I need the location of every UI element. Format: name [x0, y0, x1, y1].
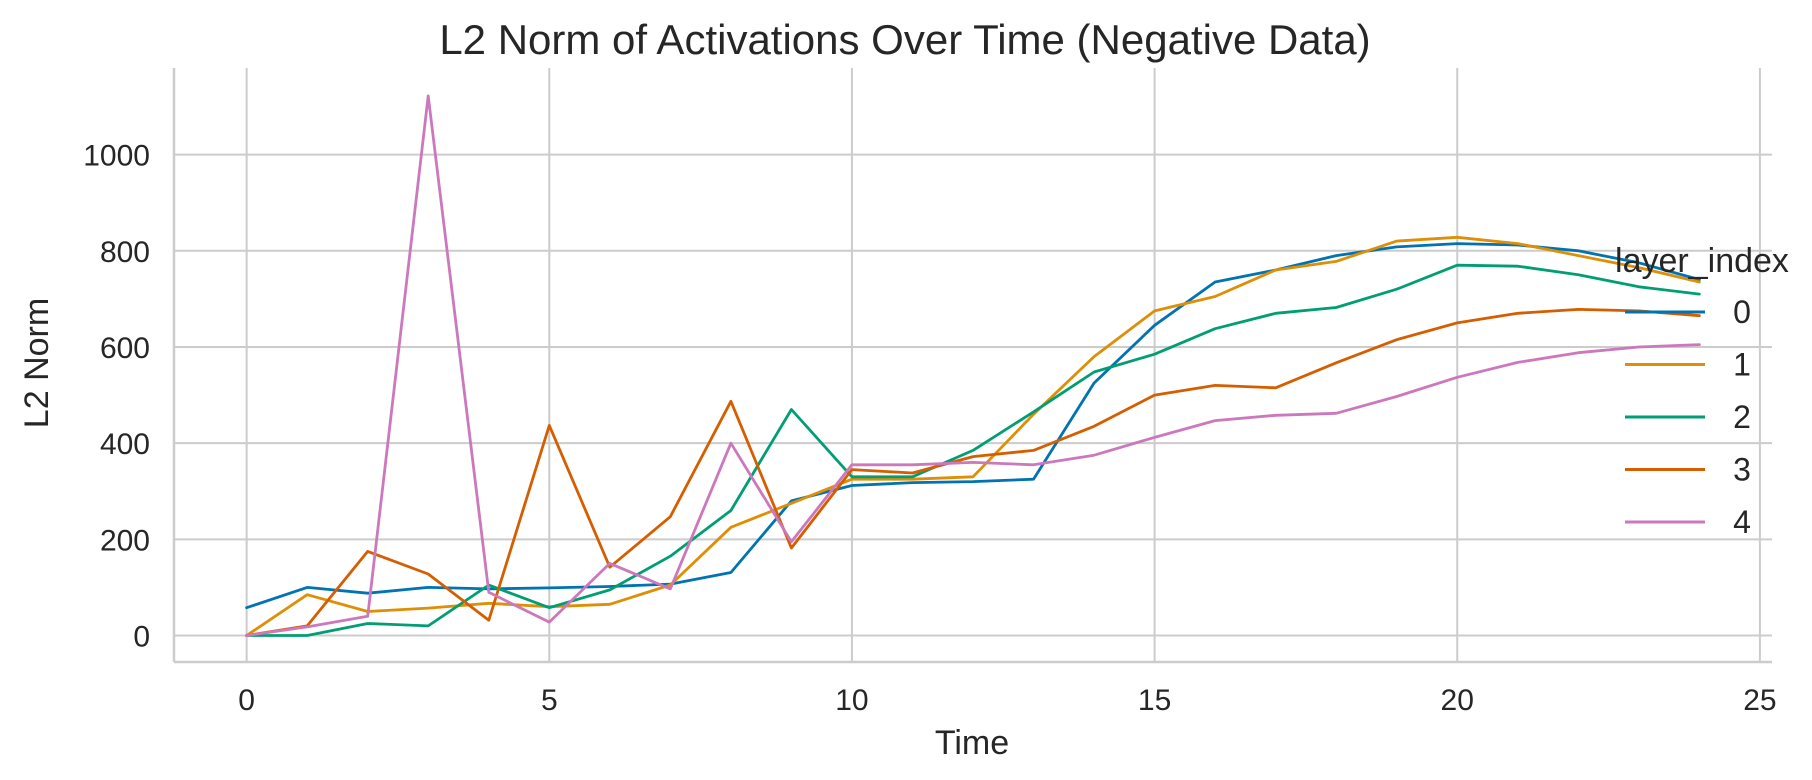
y-tick-labels: 0 200 400 600 800 1000	[83, 140, 150, 654]
gridlines	[174, 68, 1772, 662]
x-tick-labels: 0 5 10 15 20 25	[238, 684, 1776, 717]
series-line-2	[245, 263, 1701, 637]
legend-label-1: 1	[1733, 347, 1751, 383]
axis-spines	[172, 68, 1772, 664]
y-tick-label: 400	[100, 428, 150, 461]
legend-label-3: 3	[1733, 452, 1751, 488]
series-line-1	[245, 235, 1701, 637]
x-tick-label: 25	[1743, 684, 1776, 717]
legend-label-2: 2	[1733, 399, 1751, 435]
legend: layer_index 0 1 2 3 4	[1615, 242, 1789, 540]
x-tick-label: 20	[1441, 684, 1474, 717]
chart-title: L2 Norm of Activations Over Time (Negati…	[439, 16, 1370, 63]
x-tick-label: 10	[835, 684, 868, 717]
series-line-4	[245, 94, 1701, 637]
x-axis-label: Time	[935, 724, 1009, 762]
y-tick-label: 1000	[83, 140, 150, 173]
series-line-0	[245, 242, 1701, 610]
y-tick-label: 600	[100, 332, 150, 365]
y-tick-label: 0	[133, 621, 150, 654]
x-tick-label: 15	[1138, 684, 1171, 717]
x-tick-label: 0	[238, 684, 255, 717]
x-tick-label: 5	[541, 684, 558, 717]
legend-label-4: 4	[1733, 504, 1751, 540]
series-lines	[245, 94, 1701, 637]
y-tick-label: 200	[100, 524, 150, 557]
y-tick-label: 800	[100, 236, 150, 269]
legend-title: layer_index	[1615, 242, 1789, 280]
legend-items: 0 1 2 3 4	[1625, 294, 1751, 540]
y-axis-label: L2 Norm	[18, 298, 56, 428]
series-line-3	[245, 307, 1701, 637]
legend-label-0: 0	[1733, 294, 1751, 330]
